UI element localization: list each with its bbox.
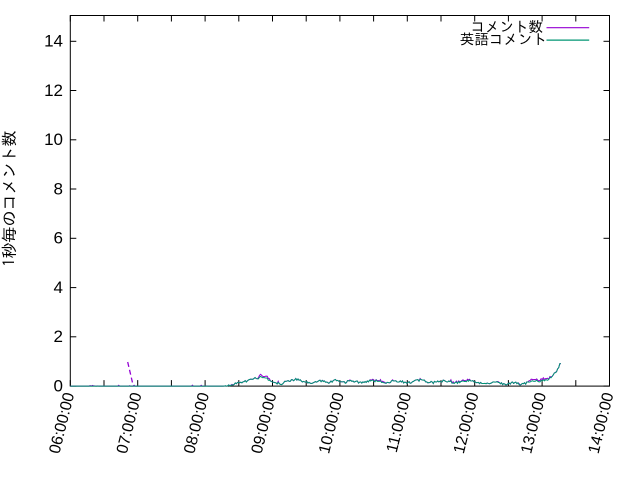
svg-text:12: 12 — [44, 81, 63, 100]
svg-text:英語コメント: 英語コメント — [460, 31, 547, 46]
svg-text:4: 4 — [54, 278, 63, 297]
svg-text:10: 10 — [44, 130, 63, 149]
svg-text:07:00:00: 07:00:00 — [114, 391, 146, 456]
svg-text:14:00:00: 14:00:00 — [586, 391, 618, 456]
svg-text:14: 14 — [44, 32, 63, 51]
svg-text:10:00:00: 10:00:00 — [316, 391, 348, 456]
svg-text:08:00:00: 08:00:00 — [181, 391, 213, 456]
svg-text:2: 2 — [54, 327, 63, 346]
svg-text:09:00:00: 09:00:00 — [249, 391, 281, 456]
svg-text:06:00:00: 06:00:00 — [47, 391, 79, 456]
svg-text:1秒毎のコメント数: 1秒毎のコメント数 — [1, 131, 17, 267]
svg-text:8: 8 — [54, 179, 63, 198]
svg-text:11:00:00: 11:00:00 — [384, 391, 415, 454]
svg-text:6: 6 — [54, 229, 63, 248]
svg-text:12:00:00: 12:00:00 — [451, 391, 483, 456]
svg-text:13:00:00: 13:00:00 — [518, 391, 550, 456]
